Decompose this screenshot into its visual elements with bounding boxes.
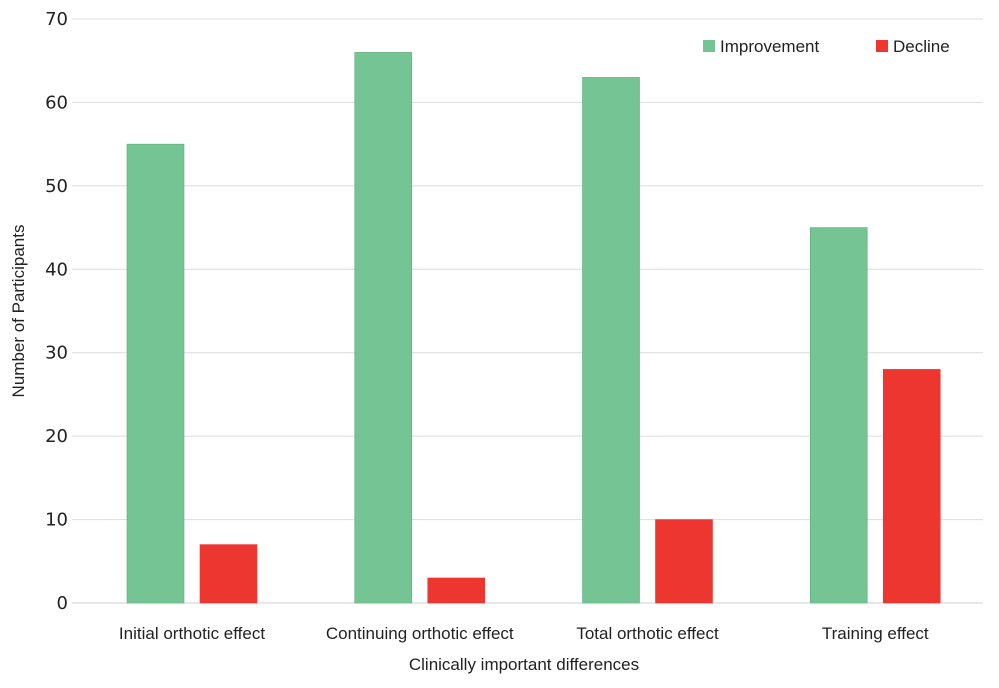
x-axis-categories: Initial orthotic effect Continuing orthot… [119, 624, 929, 643]
x-axis-title: Clinically important differences [409, 655, 639, 674]
legend-swatch-improvement [703, 40, 715, 52]
bar-decline-1 [427, 577, 486, 604]
y-tick-label: 40 [45, 259, 68, 280]
legend-label-decline: Decline [893, 37, 950, 56]
x-category-label: Training effect [822, 624, 929, 643]
bars [126, 52, 941, 604]
legend: Improvement Decline [703, 37, 950, 56]
y-tick-label: 60 [45, 92, 68, 113]
y-tick-label: 30 [45, 343, 68, 364]
y-tick-label: 20 [45, 426, 68, 447]
x-category-label: Continuing orthotic effect [326, 624, 514, 643]
y-tick-label: 0 [57, 593, 68, 614]
gridlines [72, 18, 983, 604]
bar-improvement-3 [809, 227, 868, 604]
x-category-label: Initial orthotic effect [119, 624, 265, 643]
legend-swatch-decline [876, 40, 888, 52]
x-category-label: Total orthotic effect [576, 624, 719, 643]
y-tick-label: 10 [45, 510, 68, 531]
y-axis-ticks: 0 10 20 30 40 50 60 70 [45, 9, 68, 614]
bar-decline-2 [655, 519, 713, 604]
bar-decline-0 [199, 544, 258, 604]
y-tick-label: 70 [45, 9, 68, 30]
bar-improvement-0 [126, 143, 185, 604]
y-axis-title: Number of Participants [9, 225, 28, 398]
bar-improvement-1 [354, 52, 413, 604]
y-tick-label: 50 [45, 176, 68, 197]
bar-decline-3 [882, 369, 941, 604]
legend-label-improvement: Improvement [720, 37, 819, 56]
bar-improvement-2 [582, 77, 640, 604]
